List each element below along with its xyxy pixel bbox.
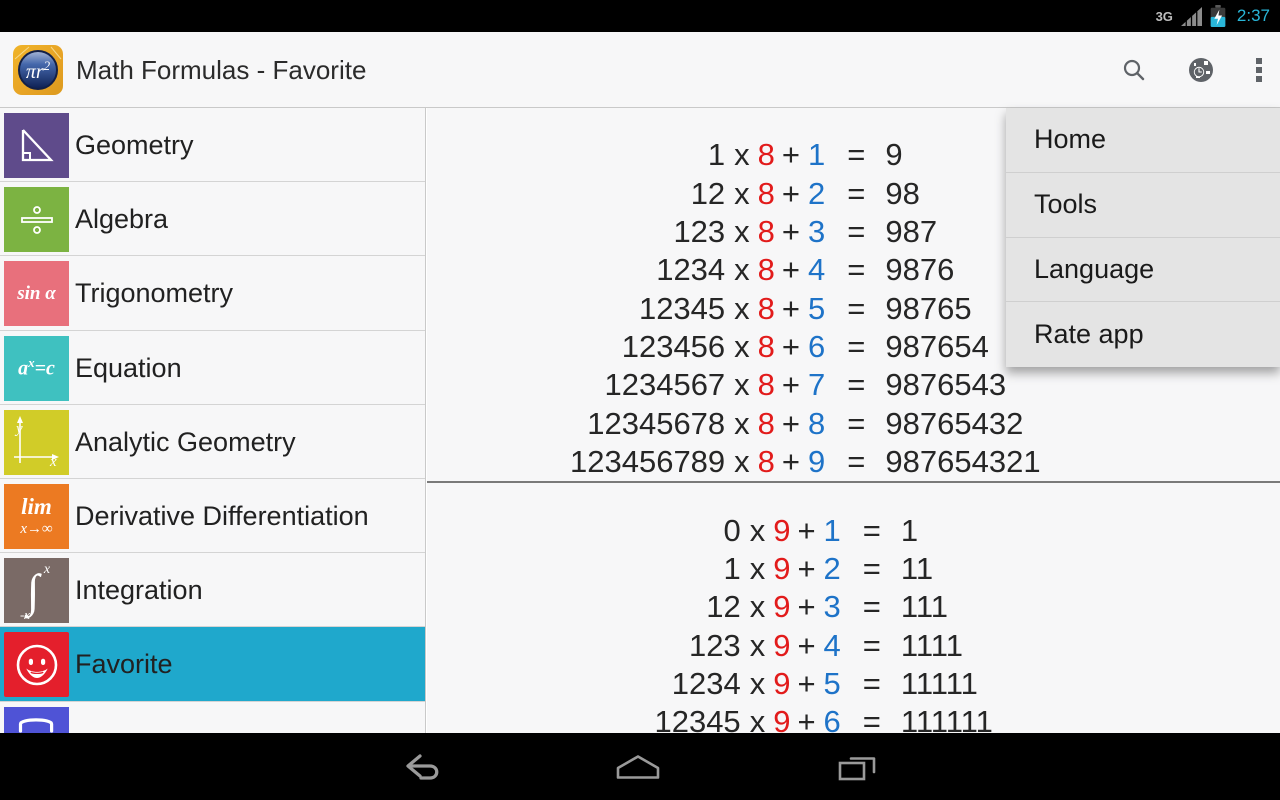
svg-text:y: y [14,421,23,437]
svg-text:∫: ∫ [23,565,41,619]
svg-text:x: x [49,454,57,470]
svg-text:x: x [42,562,50,577]
